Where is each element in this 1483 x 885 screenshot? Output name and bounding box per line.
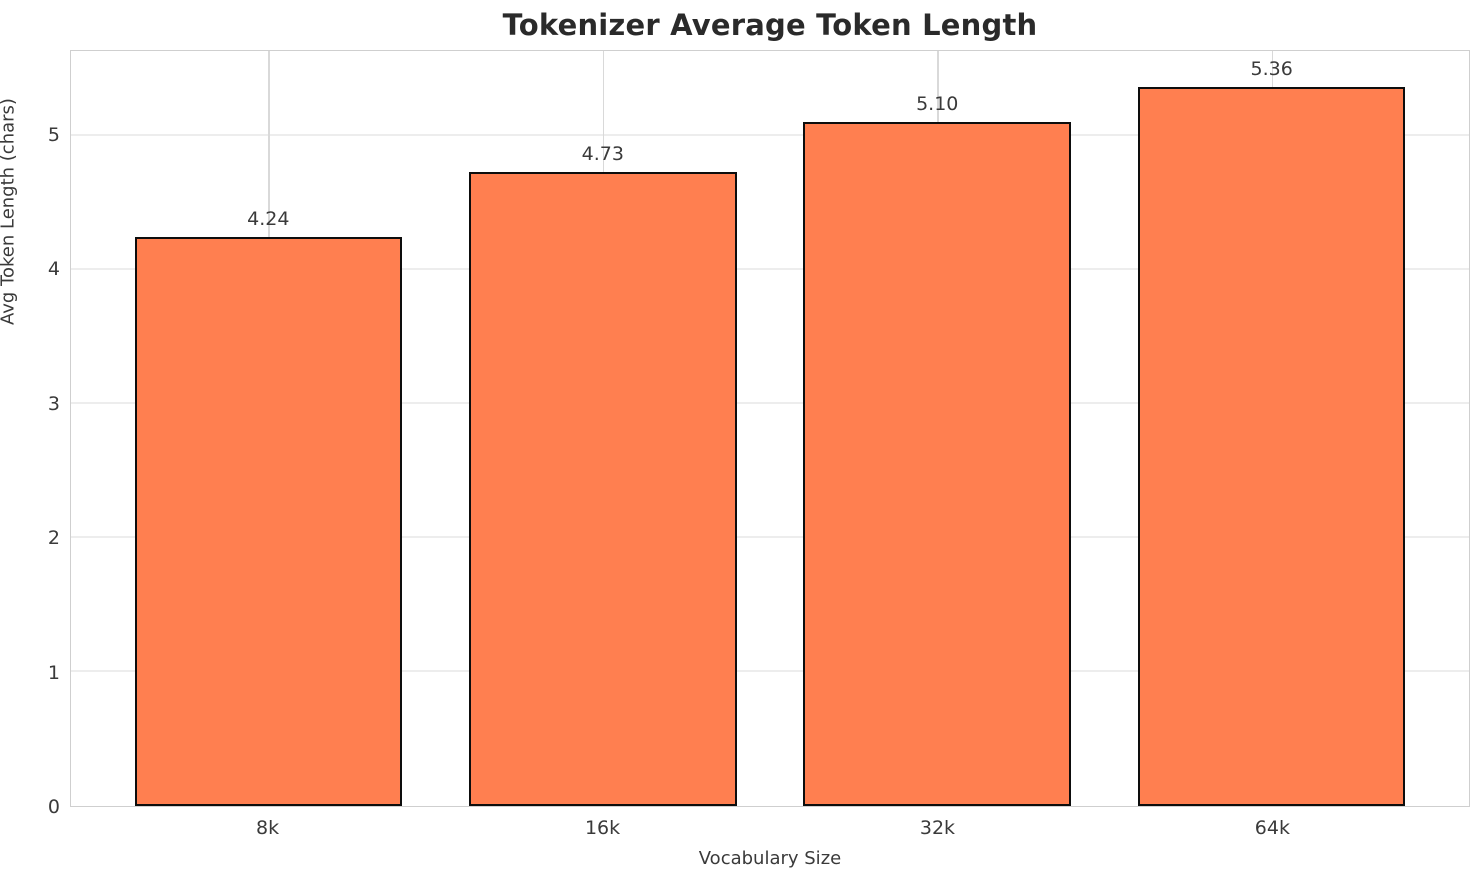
y-gridline (71, 134, 1469, 136)
x-axis-label: Vocabulary Size (698, 848, 842, 869)
bar-value-label: 4.73 (581, 142, 624, 165)
x-tick-label: 8k (256, 817, 280, 839)
x-tick-label: 64k (1254, 817, 1290, 839)
chart-title: Tokenizer Average Token Length (502, 8, 1038, 42)
bar-16k (468, 171, 737, 806)
x-tick-label: 32k (919, 817, 956, 839)
bar-64k (1137, 87, 1406, 806)
y-tick-label: 0 (47, 796, 60, 818)
bar-32k (803, 122, 1071, 806)
y-gridline (71, 402, 1469, 404)
x-tick-label: 16k (584, 817, 621, 839)
y-tick-label: 3 (47, 392, 60, 415)
plot-area: 4.24 4.73 5.10 5.36 (70, 50, 1470, 807)
bar-value-label: 5.36 (1250, 58, 1293, 81)
y-gridline (71, 670, 1469, 672)
y-tick-label: 1 (47, 661, 60, 684)
y-tick-label: 5 (47, 123, 60, 146)
bar-value-label: 5.10 (916, 93, 959, 116)
y-gridline (71, 536, 1469, 538)
y-tick-label: 4 (47, 258, 60, 281)
bar-value-label: 4.24 (247, 208, 290, 231)
y-gridline (71, 268, 1469, 270)
y-tick-label: 2 (47, 527, 60, 550)
bar-8k (134, 237, 403, 806)
